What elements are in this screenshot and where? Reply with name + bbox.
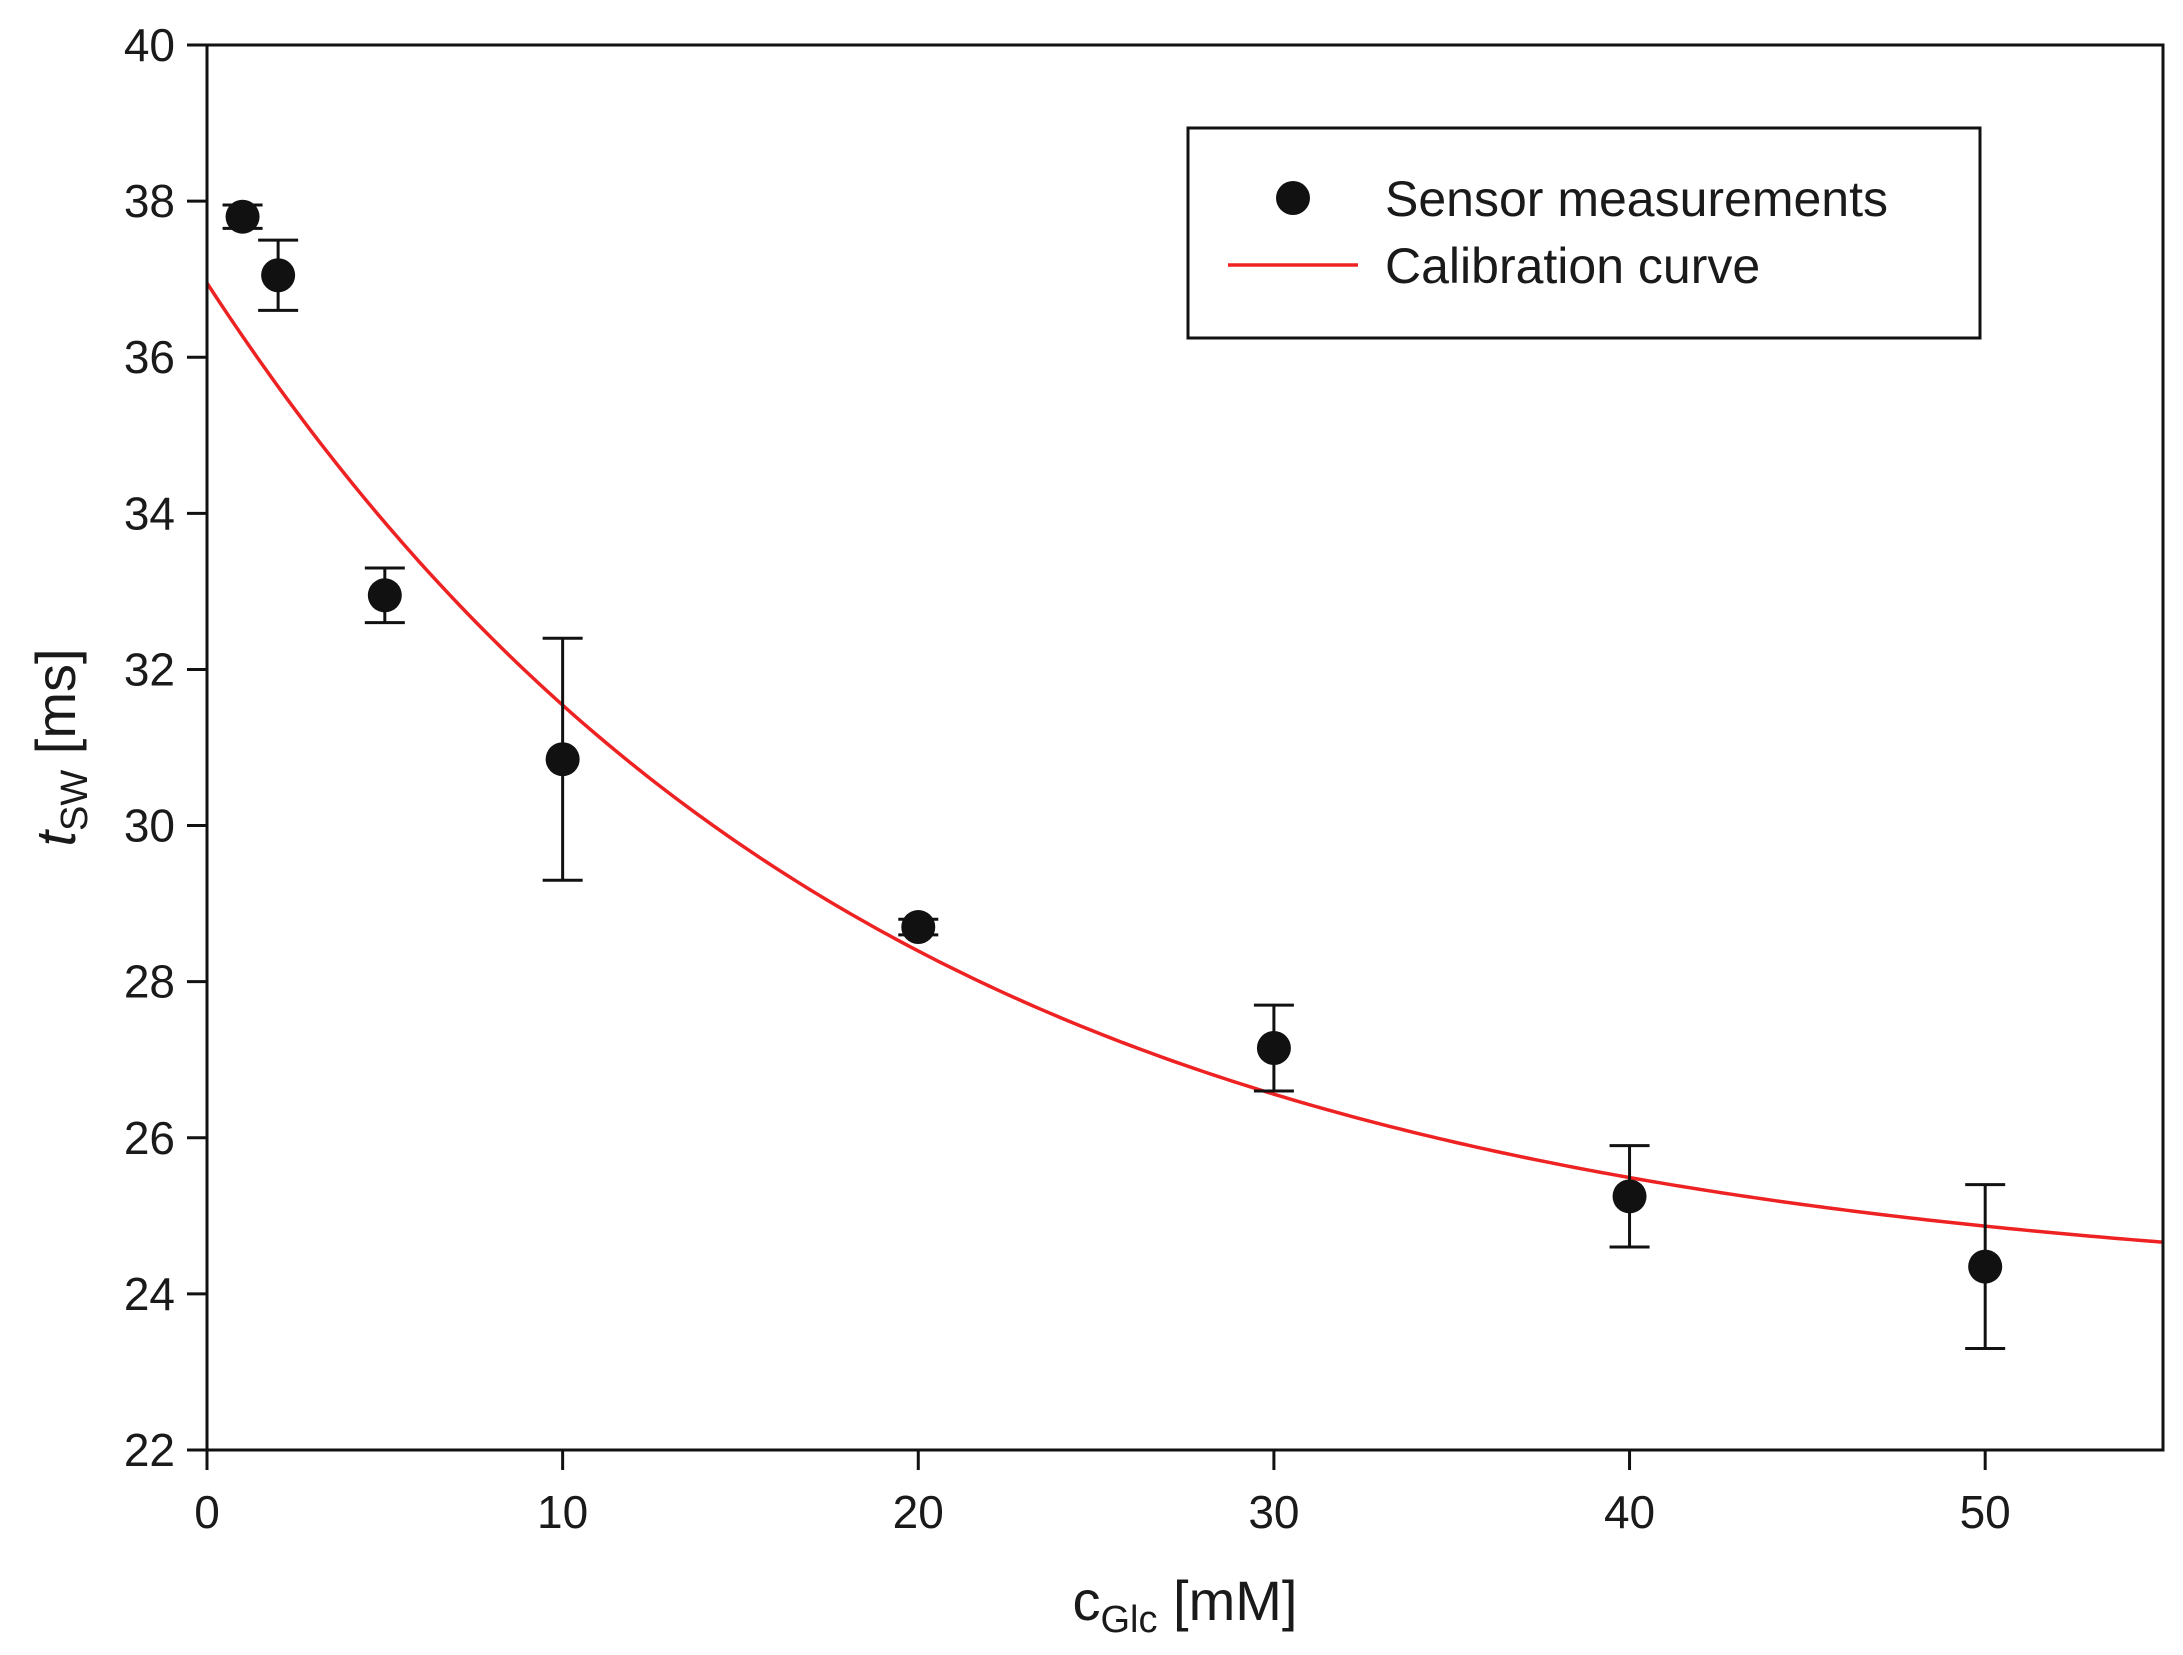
y-axis-ticks: 22 24 26 28 30 32 34 36 38 40 <box>124 19 207 1476</box>
x-tick-label: 40 <box>1604 1486 1655 1538</box>
y-tick-label: 38 <box>124 175 175 227</box>
y-tick-label: 26 <box>124 1112 175 1164</box>
y-axis-title-main: t <box>24 829 87 847</box>
data-point <box>1256 1031 1291 1066</box>
x-axis-title: cGlc [mM] <box>1073 1569 1298 1641</box>
data-point <box>901 910 936 945</box>
calibration-curve-line <box>205 282 2164 1244</box>
legend-box <box>1186 126 1982 340</box>
y-tick-label: 22 <box>124 1424 175 1476</box>
data-point-group <box>222 199 263 234</box>
legend-marker-sensor <box>1276 181 1310 215</box>
y-tick-label: 30 <box>124 800 175 852</box>
x-tick-label: 10 <box>537 1486 588 1538</box>
data-point-group <box>1965 1183 2006 1351</box>
data-point-group <box>364 566 405 625</box>
legend-label-sensor: Sensor measurements <box>1385 171 1888 227</box>
data-point <box>261 258 296 293</box>
y-axis-title-sub: SW <box>54 770 96 831</box>
x-tick-label: 30 <box>1248 1486 1299 1538</box>
y-tick-label: 36 <box>124 331 175 383</box>
legend: Sensor measurements Calibration curve <box>1186 126 1982 340</box>
data-point-group <box>1253 1003 1294 1093</box>
plot-frame <box>205 43 2165 1452</box>
data-point <box>367 578 402 613</box>
x-axis-title-unit: [mM] <box>1158 1569 1298 1632</box>
x-tick-label: 0 <box>194 1486 220 1538</box>
plot-content <box>205 199 2164 1351</box>
x-tick-label: 50 <box>1960 1486 2011 1538</box>
data-point-group <box>898 910 939 945</box>
x-axis-title-main: c <box>1073 1569 1101 1632</box>
data-point <box>1968 1249 2003 1284</box>
y-tick-label: 28 <box>124 956 175 1008</box>
y-tick-label: 40 <box>124 19 175 71</box>
legend-label-calibration: Calibration curve <box>1385 238 1760 294</box>
x-tick-label: 20 <box>893 1486 944 1538</box>
data-point-group <box>542 636 583 882</box>
data-point <box>545 742 580 777</box>
x-axis-ticks: 0 10 20 30 40 50 <box>194 1450 2011 1538</box>
x-axis-title-sub: Glc <box>1101 1599 1158 1641</box>
data-point-group <box>258 238 299 312</box>
y-tick-label: 32 <box>124 643 175 695</box>
y-axis-title-unit: [ms] <box>24 648 87 769</box>
data-point-group <box>1609 1144 1650 1249</box>
y-axis-title: tSW [ms] <box>24 648 96 846</box>
y-tick-label: 24 <box>124 1268 175 1320</box>
data-point <box>225 199 260 234</box>
y-tick-label: 34 <box>124 487 175 539</box>
data-point <box>1612 1179 1647 1214</box>
